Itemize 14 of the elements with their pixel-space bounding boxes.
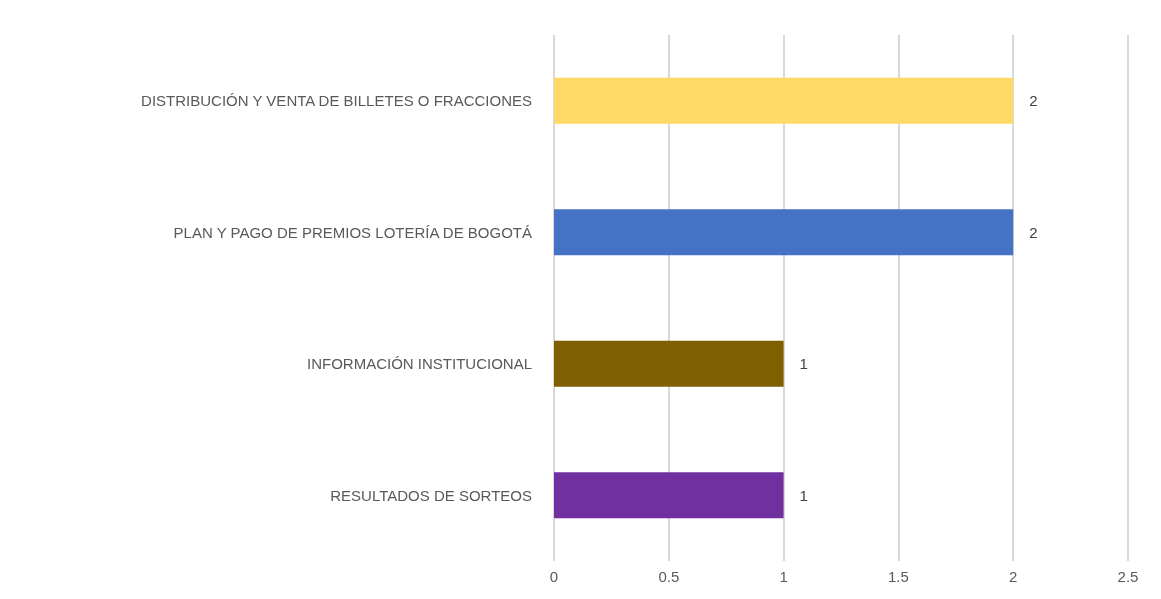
data-label: 1 — [799, 486, 808, 504]
y-tick-label: INFORMACIÓN INSTITUCIONAL — [306, 355, 532, 373]
x-tick-label: 1.5 — [887, 568, 909, 585]
y-tick-label: DISTRIBUCIÓN Y VENTA DE BILLETES O FRACCIONES — [141, 92, 532, 110]
data-label: 2 — [1029, 92, 1038, 110]
x-tick-label: 0.5 — [658, 568, 680, 585]
x-tick-label: 2.5 — [1117, 568, 1139, 585]
y-tick-label: PLAN Y PAGO DE PREMIOS LOTERÍA DE BOGOTÁ — [173, 223, 532, 241]
x-tick-label: 0 — [549, 568, 559, 585]
x-tick-label: 2 — [1009, 568, 1018, 585]
y-tick-label: RESULTADOS DE SORTEOS — [330, 486, 532, 504]
x-tick-label: 1 — [779, 568, 788, 585]
data-label: 2 — [1029, 223, 1038, 241]
data-label: 1 — [799, 355, 808, 373]
